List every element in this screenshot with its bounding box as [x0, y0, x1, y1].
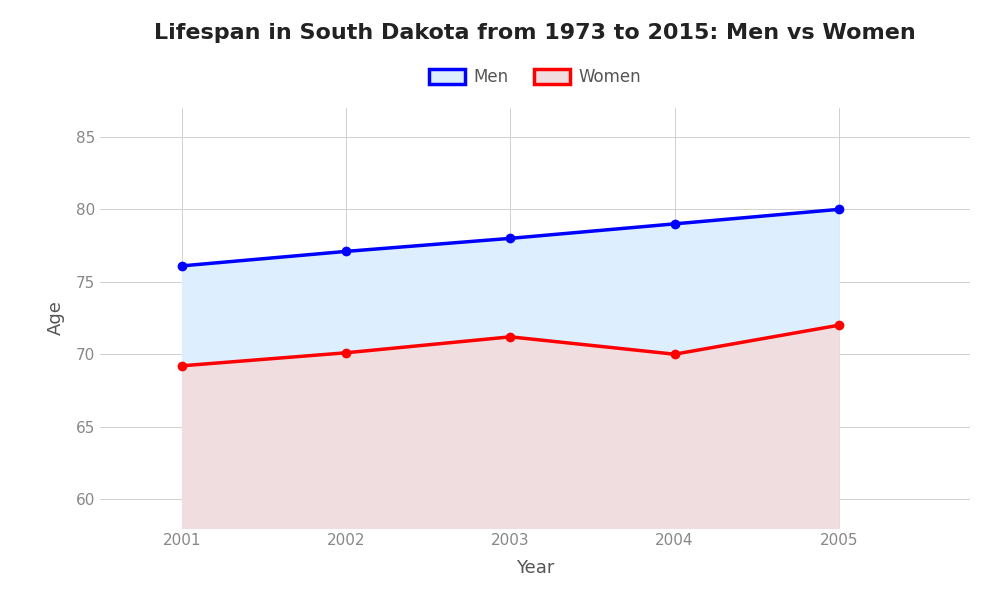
Legend: Men, Women: Men, Women [422, 62, 648, 93]
Y-axis label: Age: Age [47, 301, 65, 335]
Title: Lifespan in South Dakota from 1973 to 2015: Men vs Women: Lifespan in South Dakota from 1973 to 20… [154, 23, 916, 43]
X-axis label: Year: Year [516, 559, 554, 577]
